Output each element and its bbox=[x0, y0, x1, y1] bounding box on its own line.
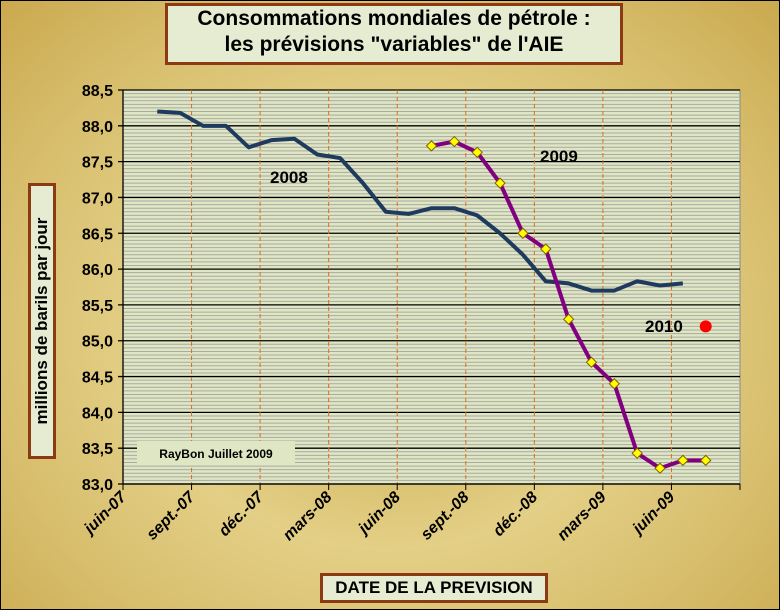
chart-title-box: Consommations mondiales de pétrole : les… bbox=[165, 3, 623, 65]
x-tick-label: déc.-08 bbox=[490, 489, 541, 540]
x-tick-label: sept.-08 bbox=[418, 489, 473, 544]
y-tick-label: 86,0 bbox=[82, 262, 113, 279]
data-point-2009 bbox=[562, 313, 575, 325]
y-tick-label: 85,5 bbox=[82, 298, 113, 315]
chart-title: Consommations mondiales de pétrole : bbox=[197, 7, 591, 30]
watermark-text: RayBon Juillet 2009 bbox=[159, 447, 273, 461]
y-tick-label: 85,0 bbox=[82, 334, 113, 351]
y-tick-label: 83,0 bbox=[82, 477, 113, 494]
data-point-2009 bbox=[540, 243, 552, 255]
data-point-2009 bbox=[677, 454, 689, 467]
x-tick-label: déc.-07 bbox=[216, 488, 268, 540]
y-tick-label: 87,5 bbox=[82, 155, 113, 172]
series-label-2010: 2010 bbox=[645, 317, 683, 336]
data-point-2009 bbox=[448, 135, 461, 148]
y-tick-label: 83,5 bbox=[82, 441, 113, 458]
chart-subtitle: les prévisions "variables" de l'AIE bbox=[224, 33, 564, 56]
y-tick-label: 86,5 bbox=[82, 226, 113, 243]
watermark-box bbox=[137, 441, 295, 465]
data-point-2009 bbox=[654, 462, 666, 474]
x-tick-label: mars-09 bbox=[554, 489, 609, 544]
y-tick-label: 88,0 bbox=[82, 119, 113, 136]
series-label-2009: 2009 bbox=[540, 147, 578, 166]
data-point-2009 bbox=[425, 140, 438, 152]
y-tick-label: 88,5 bbox=[82, 83, 113, 100]
x-tick-label: juin-09 bbox=[628, 489, 678, 539]
data-point-2009 bbox=[494, 177, 506, 189]
x-tick-label: juin-08 bbox=[354, 489, 404, 539]
x-tick-label: mars-08 bbox=[280, 489, 335, 544]
data-point-2010 bbox=[699, 320, 712, 333]
x-tick-label: juin-07 bbox=[80, 488, 131, 539]
y-tick-label: 84,0 bbox=[82, 405, 113, 422]
series-label-2008: 2008 bbox=[270, 168, 308, 187]
data-point-2009 bbox=[585, 356, 598, 368]
y-tick-label: 84,5 bbox=[82, 370, 113, 387]
x-axis-label: DATE DE LA PREVISION bbox=[320, 573, 548, 603]
data-point-2009 bbox=[517, 227, 529, 239]
series-line-2008 bbox=[157, 109, 684, 293]
data-point-2009 bbox=[631, 447, 643, 459]
x-tick-label: sept.-07 bbox=[144, 488, 200, 544]
y-tick-label: 87,0 bbox=[82, 190, 113, 207]
data-point-2009 bbox=[471, 146, 483, 159]
data-point-2009 bbox=[608, 378, 621, 390]
data-point-2009 bbox=[700, 454, 712, 467]
